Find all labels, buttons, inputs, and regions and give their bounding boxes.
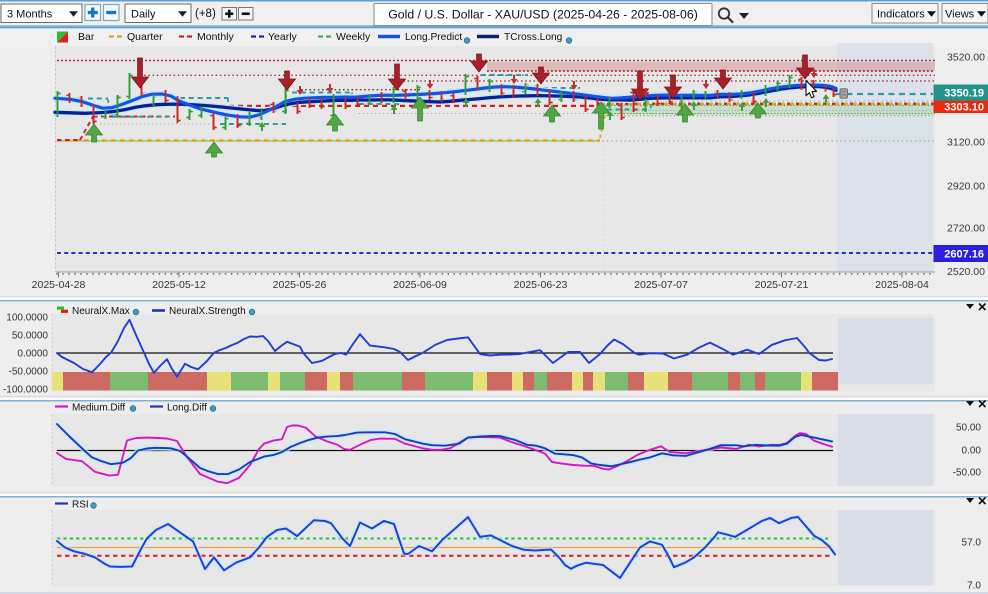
svg-text:Bar: Bar: [78, 31, 95, 43]
svg-text:2025-07-21: 2025-07-21: [755, 279, 809, 291]
svg-text:Gold / U.S. Dollar - XAU/USD (: Gold / U.S. Dollar - XAU/USD (2025-04-26…: [388, 7, 698, 21]
svg-text:2607.16: 2607.16: [944, 248, 984, 260]
svg-text:2720.00: 2720.00: [947, 223, 985, 235]
svg-text:Medium.Diff: Medium.Diff: [72, 403, 125, 414]
svg-text:0.0000: 0.0000: [17, 349, 48, 360]
svg-text:RSI: RSI: [72, 500, 89, 511]
svg-text:2920.00: 2920.00: [947, 181, 985, 193]
svg-text:-100.0000: -100.0000: [3, 385, 48, 396]
svg-text:2520.00: 2520.00: [947, 266, 985, 278]
svg-text:2025-05-12: 2025-05-12: [152, 279, 206, 291]
svg-text:57.0: 57.0: [962, 538, 982, 549]
svg-text:100.0000: 100.0000: [6, 313, 48, 324]
svg-text:2025-07-07: 2025-07-07: [634, 279, 688, 291]
svg-text:2025-08-04: 2025-08-04: [875, 279, 929, 291]
svg-text:2025-05-26: 2025-05-26: [273, 279, 327, 291]
svg-text:3350.19: 3350.19: [944, 87, 984, 99]
svg-text:Views: Views: [945, 8, 975, 20]
svg-text:Long.Diff: Long.Diff: [167, 403, 207, 414]
svg-text:Indicators: Indicators: [877, 8, 925, 20]
svg-text:3 Months: 3 Months: [7, 8, 53, 20]
svg-text:50.00: 50.00: [956, 423, 981, 434]
svg-text:7.0: 7.0: [967, 581, 981, 592]
svg-text:(+8): (+8): [195, 8, 216, 20]
svg-text:3120.00: 3120.00: [947, 137, 985, 149]
svg-text:0.00: 0.00: [962, 446, 982, 457]
svg-text:Quarter: Quarter: [127, 31, 163, 43]
svg-text:Weekly: Weekly: [336, 31, 371, 43]
svg-text:NeuralX.Strength: NeuralX.Strength: [169, 306, 246, 317]
svg-text:NeuralX.Max: NeuralX.Max: [72, 306, 130, 317]
svg-text:Daily: Daily: [131, 8, 156, 20]
svg-text:Monthly: Monthly: [197, 31, 235, 43]
svg-text:2025-06-23: 2025-06-23: [514, 279, 568, 291]
svg-text:2025-06-09: 2025-06-09: [393, 279, 447, 291]
svg-text:-50.0000: -50.0000: [9, 367, 49, 378]
svg-text:3303.10: 3303.10: [944, 102, 984, 114]
svg-text:Long.Predict: Long.Predict: [405, 32, 462, 43]
svg-text:-50.00: -50.00: [953, 468, 982, 479]
svg-text:50.0000: 50.0000: [12, 331, 49, 342]
svg-text:3520.00: 3520.00: [947, 52, 985, 64]
svg-text:TCross.Long: TCross.Long: [504, 32, 563, 43]
svg-text:Yearly: Yearly: [268, 31, 298, 43]
svg-text:2025-04-28: 2025-04-28: [32, 279, 86, 291]
